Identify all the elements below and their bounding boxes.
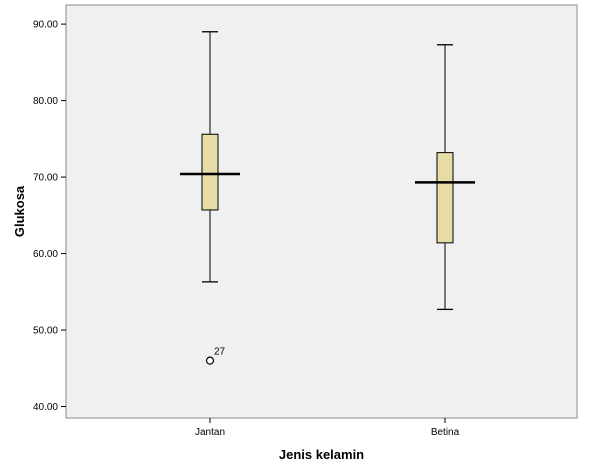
iqr-box xyxy=(436,152,454,244)
plot-area xyxy=(65,4,578,419)
x-axis: Jantan Betina xyxy=(195,418,460,438)
outlier-label: 27 xyxy=(214,347,226,358)
y-tick-label: 60.00 xyxy=(33,249,58,260)
x-axis-title: Jenis kelamin xyxy=(279,447,364,462)
box-betina xyxy=(415,44,475,311)
y-tick-label: 50.00 xyxy=(33,326,58,337)
y-tick-label: 80.00 xyxy=(33,96,58,107)
box-jantan: 27 xyxy=(180,31,240,365)
y-axis-title: Glukosa xyxy=(12,185,27,237)
y-tick-label: 90.00 xyxy=(33,20,58,31)
y-axis: 40.00 50.00 60.00 70.00 80.00 90.00 xyxy=(33,20,66,413)
x-tick-label: Betina xyxy=(431,427,460,438)
y-tick-label: 40.00 xyxy=(33,402,58,413)
x-tick-label: Jantan xyxy=(195,427,225,438)
iqr-box xyxy=(201,133,219,211)
y-tick-label: 70.00 xyxy=(33,173,58,184)
outlier-point xyxy=(205,356,215,365)
box-series: 27 xyxy=(180,31,475,365)
